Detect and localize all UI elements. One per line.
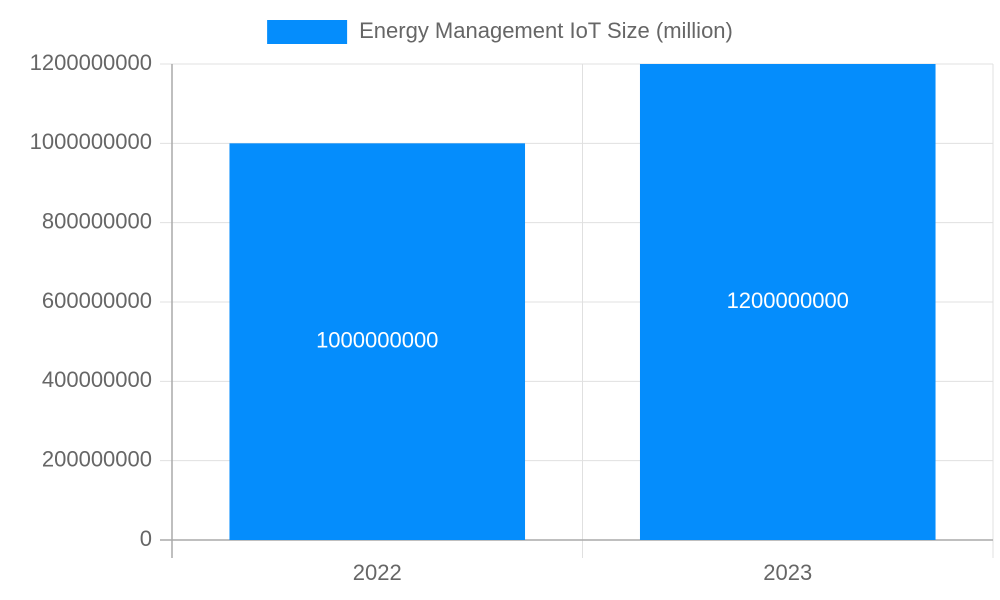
x-tick-label: 2022 <box>353 560 402 585</box>
bar <box>639 64 936 540</box>
data-label: 1000000000 <box>316 327 438 352</box>
y-tick-label: 0 <box>140 526 152 551</box>
data-label: 1200000000 <box>727 288 849 313</box>
y-tick-label: 800000000 <box>42 208 152 233</box>
x-tick-label: 2023 <box>763 560 812 585</box>
legend-label: Energy Management IoT Size (million) <box>359 18 733 43</box>
y-tick-label: 400000000 <box>42 367 152 392</box>
legend-swatch <box>267 20 348 44</box>
y-tick-label: 1200000000 <box>30 50 152 75</box>
bar <box>229 143 526 541</box>
y-tick-label: 1000000000 <box>30 129 152 154</box>
y-tick-label: 200000000 <box>42 446 152 471</box>
y-tick-label: 600000000 <box>42 288 152 313</box>
